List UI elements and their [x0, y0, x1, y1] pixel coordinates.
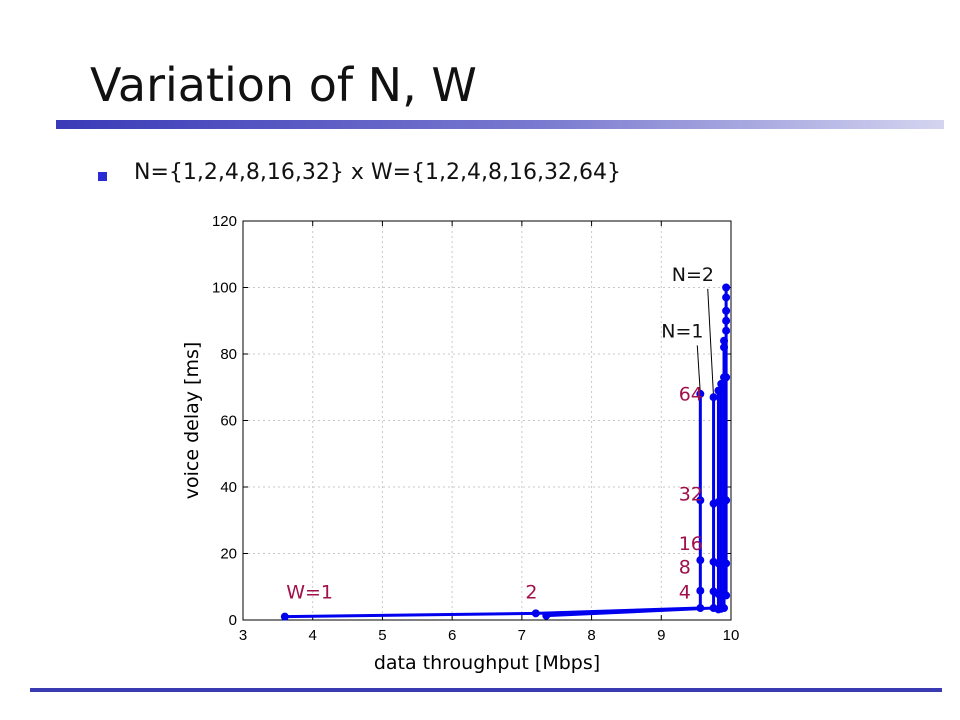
- x-tick-label: 3: [239, 627, 247, 644]
- x-axis-label: data throughput [Mbps]: [374, 652, 600, 674]
- data-point: [542, 611, 551, 620]
- data-point: [696, 389, 705, 398]
- x-tick-label: 10: [723, 627, 740, 644]
- x-tick-label: 7: [518, 627, 526, 644]
- data-point: [722, 326, 731, 335]
- data-point: [696, 496, 705, 505]
- data-point: [722, 591, 731, 600]
- y-tick-label: 40: [220, 479, 237, 496]
- n-callout-label: N=2: [672, 264, 714, 286]
- callout-line: [696, 345, 701, 394]
- data-point: [709, 393, 718, 402]
- bullet-text: N={1,2,4,8,16,32} x W={1,2,4,8,16,32,64}: [134, 160, 621, 185]
- slide-title: Variation of N, W: [90, 58, 477, 112]
- y-tick-label: 0: [229, 612, 237, 629]
- x-tick-label: 6: [448, 627, 456, 644]
- bottom-rule: [30, 688, 942, 692]
- data-point: [696, 586, 705, 595]
- n-callout-label: N=1: [661, 320, 703, 342]
- data-point: [280, 612, 289, 621]
- w-annotation: 2: [525, 581, 537, 603]
- x-tick-label: 8: [587, 627, 595, 644]
- data-point: [722, 559, 731, 568]
- y-tick-label: 120: [212, 213, 237, 230]
- w-annotation: 8: [679, 556, 691, 578]
- y-tick-label: 100: [212, 280, 237, 297]
- y-axis-label: voice delay [ms]: [181, 342, 203, 500]
- series-line: [546, 397, 716, 618]
- data-point: [722, 293, 731, 302]
- data-point: [722, 316, 731, 325]
- callout-line: [707, 288, 715, 398]
- title-rule: [56, 120, 944, 129]
- plot-area: [243, 221, 731, 620]
- x-tick-label: 5: [378, 627, 386, 644]
- data-point: [722, 496, 731, 505]
- y-tick-label: 60: [220, 413, 237, 430]
- bullet-marker: [98, 172, 107, 181]
- y-tick-label: 80: [220, 346, 237, 363]
- data-point: [696, 556, 705, 565]
- data-point: [720, 604, 729, 613]
- w-annotation: 64: [679, 384, 703, 406]
- data-point: [722, 283, 731, 292]
- data-point: [531, 609, 540, 618]
- data-point: [722, 306, 731, 315]
- x-tick-label: 4: [309, 627, 317, 644]
- y-tick-label: 20: [220, 546, 237, 563]
- w-annotation: 32: [679, 483, 703, 505]
- x-tick-label: 9: [657, 627, 665, 644]
- data-point: [722, 373, 731, 382]
- w-annotation: 16: [679, 533, 703, 555]
- w-annotation: 4: [679, 581, 691, 603]
- w-annotation: W=1: [286, 581, 333, 603]
